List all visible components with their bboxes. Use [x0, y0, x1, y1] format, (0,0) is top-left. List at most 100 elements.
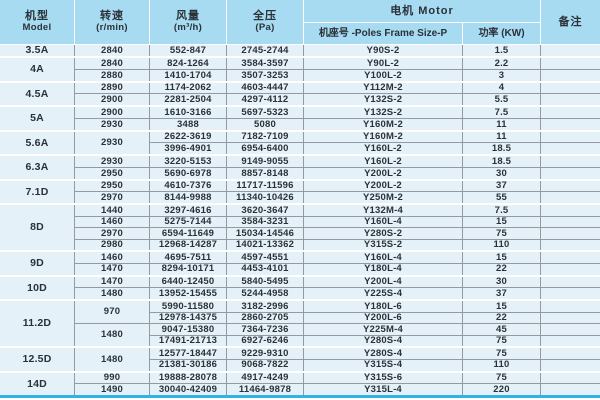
model-group: 12.5D 1480 12577-18447 9229-9310 Y280S-4 75 21…: [0, 348, 600, 371]
model-cell: 11.2D: [0, 301, 74, 347]
power-cell: 18.5: [463, 156, 540, 167]
remark-cell: [541, 239, 600, 251]
frame-size-cell: Y90S-2: [304, 45, 462, 57]
pressure-cell: 5697-5323: [227, 107, 303, 118]
pressure-cell: 3620-3647: [227, 205, 303, 216]
flow-cell: 5990-11580: [150, 301, 226, 312]
frame-size-cell: Y200L-6: [304, 312, 462, 324]
model-cell: 5A: [0, 107, 74, 130]
speed-cell: 1480: [75, 348, 149, 371]
model-cell: 9D: [0, 252, 74, 275]
speed-cell: 2930: [75, 156, 149, 167]
power-cell: 75: [463, 372, 540, 384]
speed-cell: 970: [75, 301, 149, 324]
speed-cell: 2900: [75, 107, 149, 118]
model-group: 5.6A 2930 2622-3619 7182-7109 Y160M-2 11 3996-…: [0, 131, 600, 155]
pressure-cell: 11464-9878: [227, 384, 303, 396]
header-flow-unit: (m³/h): [173, 21, 203, 33]
pressure-cell: 4603-4447: [227, 82, 303, 94]
remark-cell: [541, 94, 600, 106]
model-cell: 8D: [0, 205, 74, 251]
header-power: 功率 (KW): [463, 23, 540, 44]
speed-cell: 2840: [75, 58, 149, 69]
remark-cell: [541, 143, 600, 155]
header-remark-label: 备注: [558, 15, 583, 28]
speed-cell: 1440: [75, 205, 149, 216]
flow-cell: 4610-7376: [150, 180, 226, 192]
pressure-cell: 3584-3231: [227, 216, 303, 228]
power-cell: 15: [463, 216, 540, 228]
power-cell: 18.5: [463, 143, 540, 155]
header-speed-unit: (r/min): [96, 21, 128, 33]
frame-size-cell: Y132M-4: [304, 205, 462, 216]
frame-size-cell: Y280S-4: [304, 348, 462, 359]
speed-cell: 2930: [75, 118, 149, 130]
flow-cell: 12978-14375: [150, 312, 226, 324]
remark-cell: [541, 276, 600, 288]
remark-cell: [541, 301, 600, 312]
frame-size-cell: Y160M-2: [304, 118, 462, 130]
frame-size-cell: Y280S-2: [304, 228, 462, 239]
speed-cell: 2950: [75, 180, 149, 192]
remark-cell: [541, 45, 600, 57]
header-remark: 备注: [541, 0, 600, 44]
power-cell: 75: [463, 228, 540, 239]
flow-cell: 17491-21713: [150, 335, 226, 347]
pressure-cell: 6954-6400: [227, 143, 303, 155]
frame-size-cell: Y315S-2: [304, 239, 462, 251]
remark-cell: [541, 312, 600, 324]
remark-cell: [541, 167, 600, 179]
frame-size-cell: Y180L-6: [304, 301, 462, 312]
flow-cell: 12968-14287: [150, 239, 226, 251]
remark-cell: [541, 118, 600, 130]
frame-size-cell: Y250M-2: [304, 192, 462, 204]
flow-cell: 3220-5153: [150, 156, 226, 167]
pressure-cell: 7364-7236: [227, 324, 303, 335]
pressure-cell: 2745-2744: [227, 45, 303, 57]
power-cell: 1.5: [463, 45, 540, 57]
remark-cell: [541, 58, 600, 69]
speed-cell: 2840: [75, 45, 149, 57]
remark-cell: [541, 131, 600, 143]
remark-cell: [541, 384, 600, 396]
remark-cell: [541, 228, 600, 239]
pressure-cell: 11717-11596: [227, 180, 303, 192]
remark-cell: [541, 324, 600, 335]
model-group: 7.1D 2950 4610-7376 11717-11596 Y200L-2 37 297…: [0, 180, 600, 204]
power-cell: 110: [463, 359, 540, 371]
power-cell: 2.2: [463, 58, 540, 69]
pressure-cell: 5080: [227, 118, 303, 130]
remark-cell: [541, 156, 600, 167]
speed-cell: 2980: [75, 239, 149, 251]
pressure-cell: 9149-9055: [227, 156, 303, 167]
model-cell: 14D: [0, 372, 74, 396]
model-group: 3.5A 2840 552-847 2745-2744 Y90S-2 1.5: [0, 45, 600, 57]
speed-cell: 990: [75, 372, 149, 384]
header-frame-size-label: 机座号 -Poles Frame Size-P: [318, 27, 448, 39]
power-cell: 15: [463, 301, 540, 312]
power-cell: 30: [463, 167, 540, 179]
flow-cell: 30040-42409: [150, 384, 226, 396]
header-model-en: Model: [22, 21, 52, 33]
power-cell: 30: [463, 276, 540, 288]
frame-size-cell: Y200L-2: [304, 167, 462, 179]
power-cell: 3: [463, 69, 540, 81]
speed-cell: 2900: [75, 94, 149, 106]
remark-cell: [541, 205, 600, 216]
frame-size-cell: Y315S-6: [304, 372, 462, 384]
header-pressure-unit: (Pa): [255, 21, 275, 33]
remark-cell: [541, 82, 600, 94]
frame-size-cell: Y160L-2: [304, 143, 462, 155]
model-group: 5A 2900 1610-3166 5697-5323 Y132S-2 7.5 2930 34…: [0, 107, 600, 130]
model-group: 6.3A 2930 3220-5153 9149-9055 Y160L-2 18.5 295…: [0, 156, 600, 179]
frame-size-cell: Y160L-4: [304, 216, 462, 228]
pressure-cell: 8857-8148: [227, 167, 303, 179]
header-frame-size: 机座号 -Poles Frame Size-P: [304, 23, 462, 44]
flow-cell: 5690-6978: [150, 167, 226, 179]
power-cell: 37: [463, 180, 540, 192]
header-flow-zh: 风量: [176, 10, 200, 23]
flow-cell: 19888-28078: [150, 372, 226, 384]
speed-cell: 1470: [75, 263, 149, 275]
pressure-cell: 4597-4551: [227, 252, 303, 263]
pressure-cell: 5840-5495: [227, 276, 303, 288]
